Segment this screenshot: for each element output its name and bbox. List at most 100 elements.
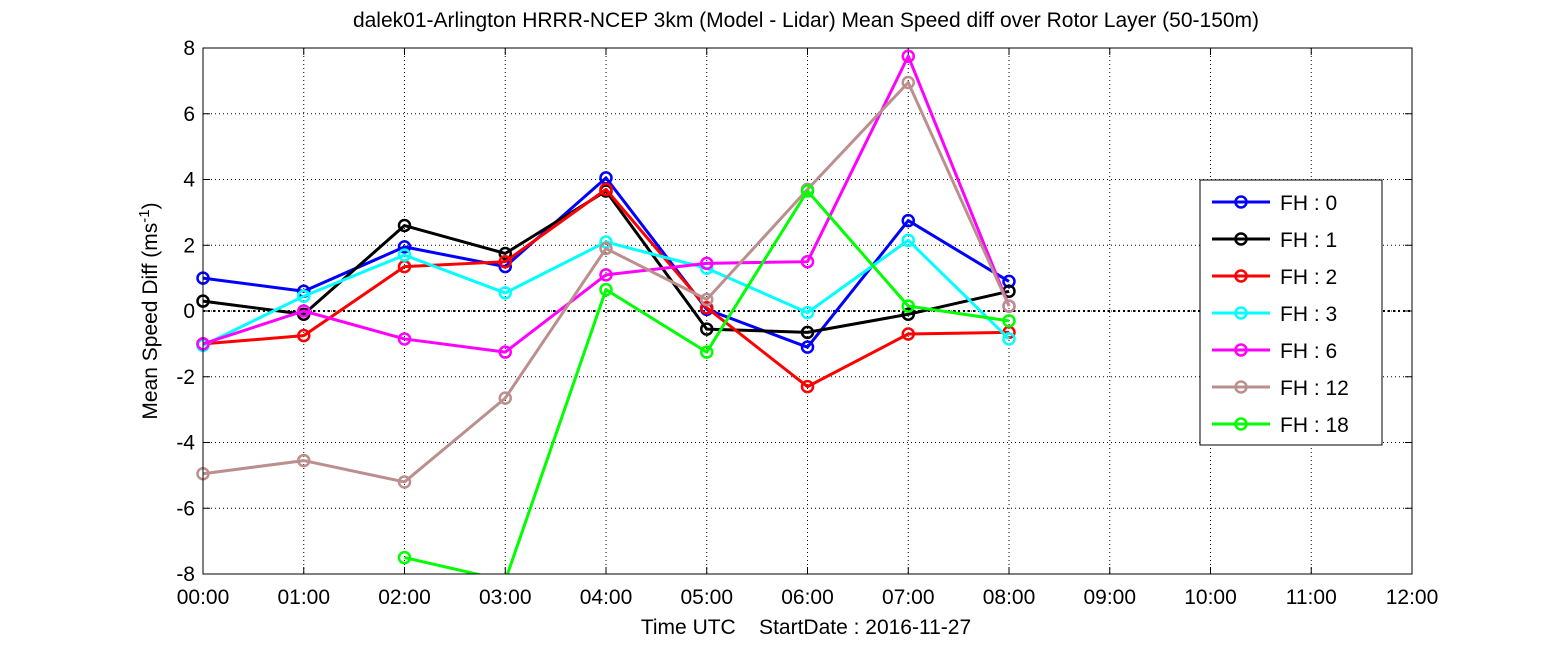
legend-item: FH : 3 — [1212, 303, 1337, 326]
data-point — [397, 240, 412, 254]
data-point — [599, 282, 613, 297]
x-tick-label: 11:00 — [1286, 586, 1337, 609]
data-point — [498, 391, 512, 405]
plot-frame — [202, 47, 1413, 575]
data-point — [599, 268, 613, 282]
data-point — [800, 340, 815, 354]
legend-item: FH : 18 — [1212, 414, 1349, 437]
y-tick-label: 6 — [183, 103, 195, 126]
data-point — [1002, 314, 1016, 328]
data-point — [498, 246, 512, 261]
legend-marker — [1234, 232, 1248, 246]
data-point — [397, 248, 412, 262]
x-tick-label: 04:00 — [580, 586, 633, 609]
data-point — [800, 254, 815, 269]
data-point — [700, 300, 714, 315]
x-tick-label: 12:00 — [1386, 586, 1439, 609]
data-point — [397, 475, 412, 489]
x-tick-label: 05:00 — [680, 586, 733, 609]
data-point — [901, 233, 915, 248]
x-tick-label: 00:00 — [177, 586, 230, 609]
legend-label: FH : 2 — [1280, 266, 1337, 289]
data-point — [498, 254, 512, 269]
legend-label: FH : 18 — [1280, 414, 1349, 437]
x-tick-label: 10:00 — [1184, 586, 1237, 609]
series-line — [404, 189, 1010, 574]
data-point — [1002, 332, 1016, 346]
y-axis-label: Mean Speed Diff (ms-1) — [136, 202, 162, 419]
series-line — [202, 54, 1011, 354]
y-tick-labels: -8 -6 -4 -2 0 2 4 6 8 — [176, 37, 195, 586]
legend-marker — [1234, 380, 1248, 394]
data-point — [800, 184, 815, 198]
y-tick-label: 0 — [183, 300, 195, 323]
x-tick-label: 07:00 — [882, 586, 935, 609]
data-point — [901, 213, 915, 228]
series-group — [196, 49, 1016, 574]
data-point — [700, 256, 714, 271]
y-axis-label-suffix: ) — [139, 202, 162, 209]
data-point — [498, 286, 512, 300]
data-point — [599, 241, 613, 256]
data-point — [503, 573, 507, 574]
y-tick-label: 8 — [183, 37, 195, 60]
data-point — [800, 379, 815, 394]
y-axis-label-superscript: -1 — [136, 209, 153, 222]
legend-marker — [1234, 417, 1248, 431]
legend-marker — [1234, 195, 1248, 209]
y-tick-label: -2 — [176, 366, 195, 389]
data-point — [700, 292, 714, 307]
legend-label: FH : 6 — [1280, 340, 1337, 363]
legend-marker — [1234, 269, 1248, 283]
legend-box — [1199, 179, 1383, 446]
x-tick-label: 06:00 — [781, 586, 834, 609]
data-point — [800, 305, 815, 320]
y-tick-label: -6 — [176, 497, 195, 520]
legend-marker — [1234, 343, 1248, 357]
data-point — [397, 218, 412, 233]
data-point — [297, 304, 311, 318]
data-point — [901, 299, 915, 313]
legend-item: FH : 2 — [1212, 266, 1337, 289]
data-point — [901, 307, 915, 322]
data-point — [297, 289, 311, 303]
data-point — [901, 49, 915, 63]
chart-title: dalek01-Arlington HRRR-NCEP 3km (Model -… — [353, 9, 1259, 32]
data-point — [901, 327, 915, 341]
series-layer — [196, 49, 1016, 574]
data-point — [297, 328, 311, 343]
x-tick-label: 08:00 — [983, 586, 1036, 609]
y-tick-label: -4 — [176, 432, 195, 455]
y-tick-label: -8 — [176, 563, 195, 586]
legend-marker — [1234, 306, 1248, 320]
legend: FH : 0 FH : 1 FH : 2 FH : 3 FH : 6 FH : 12 FH … — [1199, 179, 1383, 446]
legend-label: FH : 3 — [1280, 303, 1337, 326]
x-tick-label: 03:00 — [479, 586, 532, 609]
data-point — [397, 550, 412, 565]
data-point — [397, 332, 412, 346]
legend-item: FH : 0 — [1212, 192, 1337, 215]
data-point — [800, 325, 815, 340]
legend-item: FH : 6 — [1212, 340, 1337, 363]
data-point — [1002, 299, 1016, 313]
data-point — [599, 182, 613, 197]
legend-label: FH : 12 — [1280, 377, 1349, 400]
data-point — [700, 345, 714, 359]
x-axis-label: Time UTC StartDate : 2016-11-27 — [641, 616, 971, 639]
legend-item: FH : 1 — [1212, 229, 1337, 252]
legend-label: FH : 1 — [1280, 229, 1337, 252]
series-line — [202, 187, 1010, 389]
data-point — [700, 322, 714, 336]
x-tick-label: 09:00 — [1083, 586, 1136, 609]
legend-label: FH : 0 — [1280, 192, 1337, 215]
y-tick-label: 2 — [183, 234, 195, 257]
legend-item: FH : 12 — [1212, 377, 1349, 400]
series-5 — [196, 75, 1016, 489]
series-line — [202, 81, 1011, 484]
series-6 — [397, 184, 1016, 574]
y-tick-label: 4 — [183, 169, 195, 192]
data-point — [498, 345, 512, 359]
data-point — [901, 75, 915, 90]
x-tick-label: 02:00 — [378, 586, 431, 609]
